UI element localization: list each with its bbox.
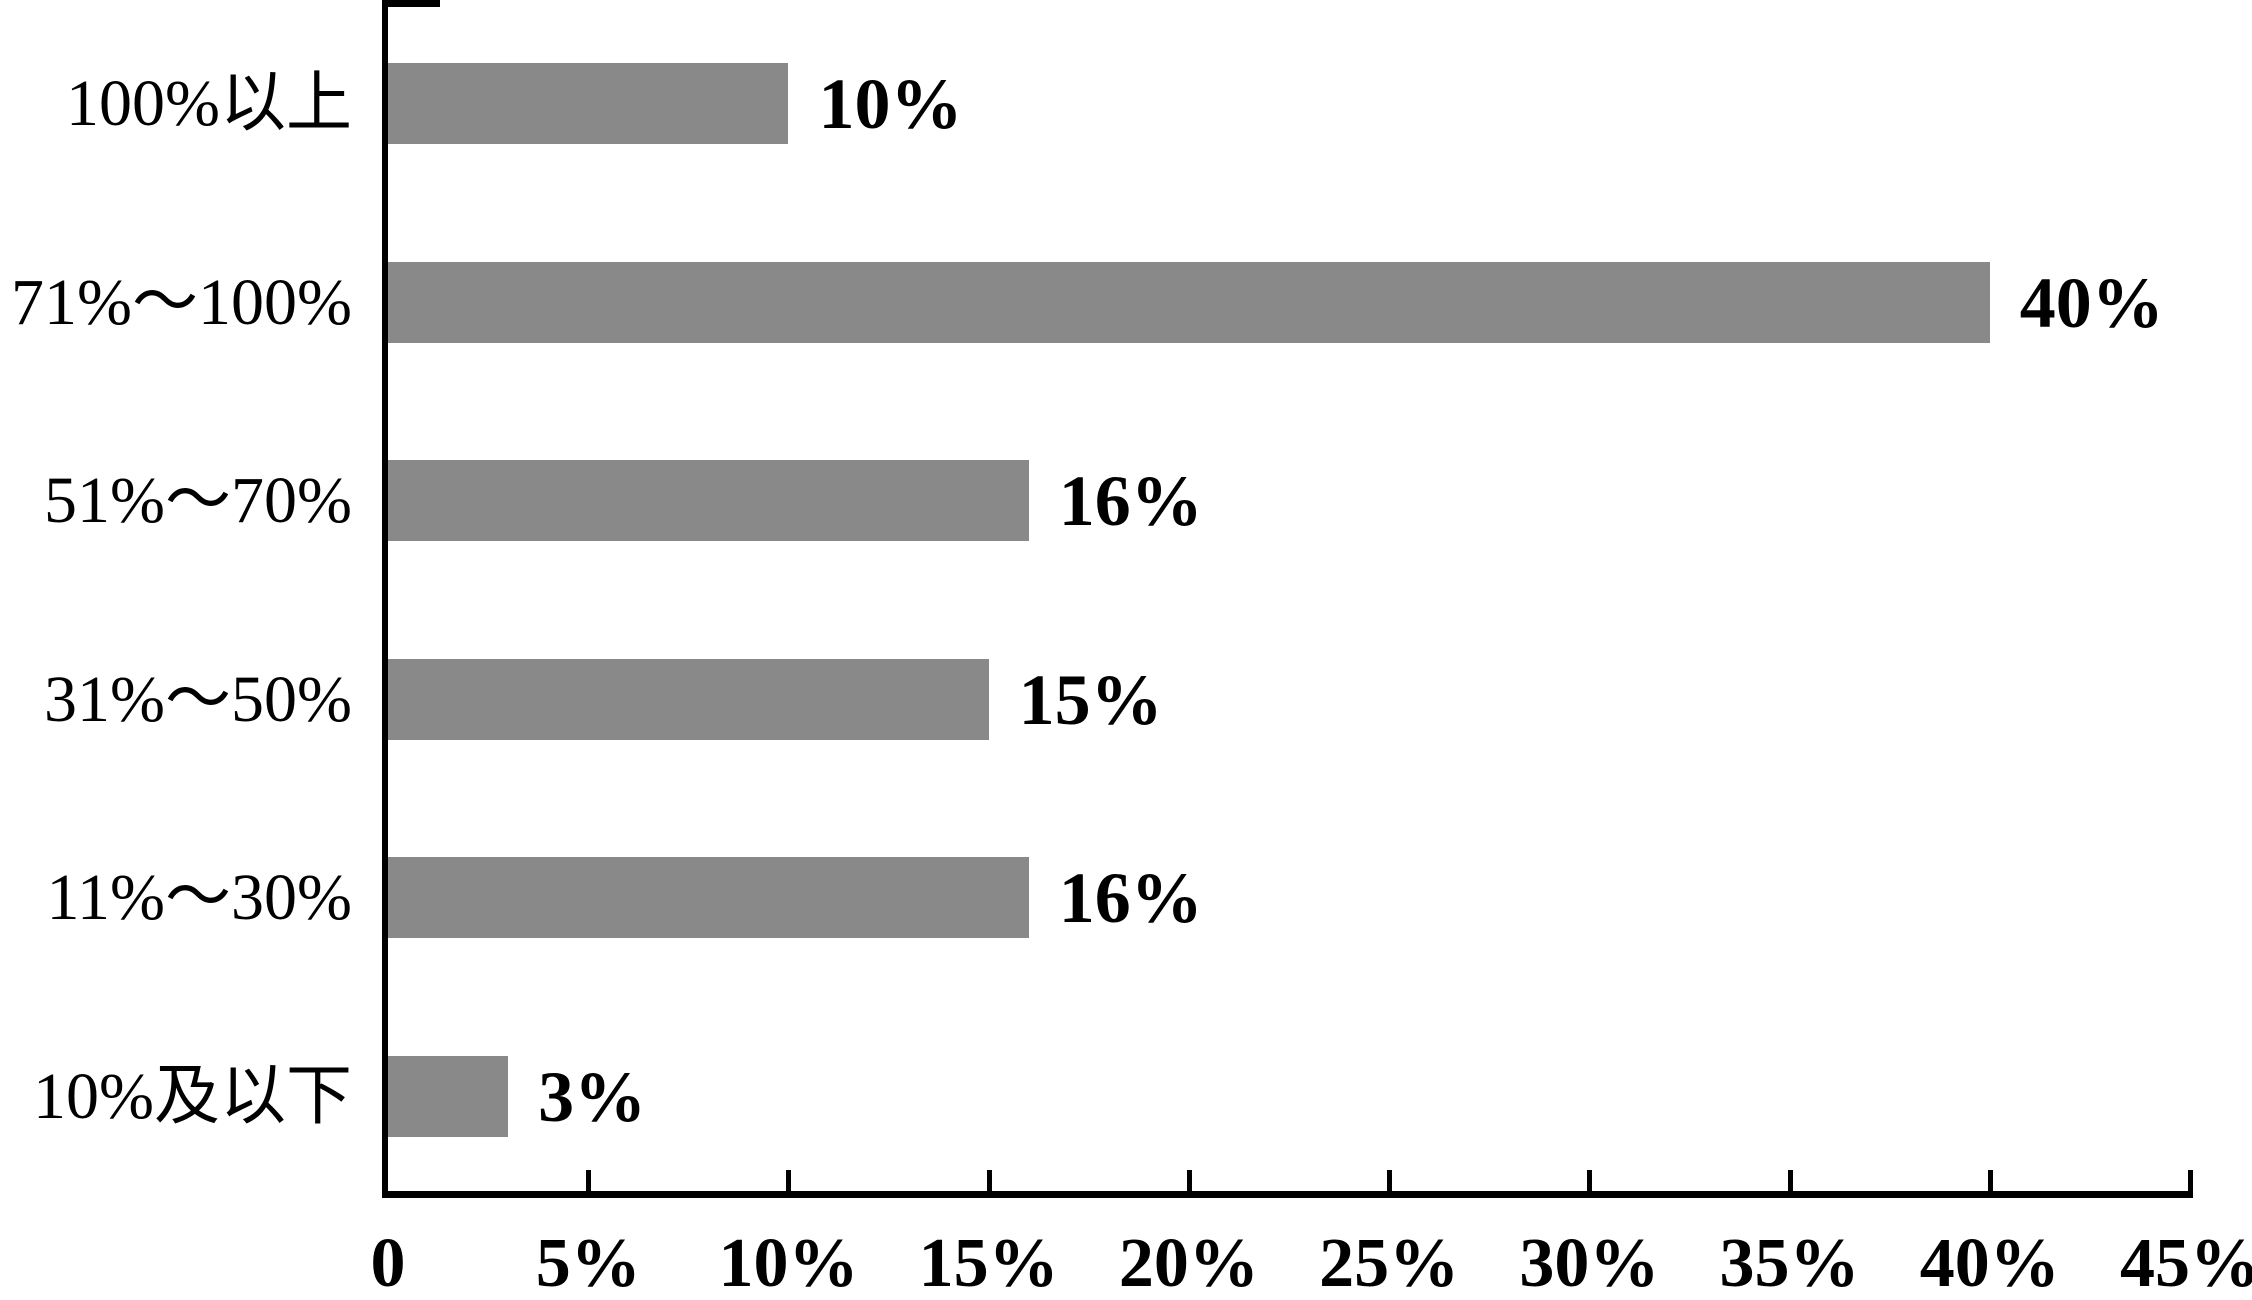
category-label: 71%～100% xyxy=(11,265,352,339)
category-label: 31%～50% xyxy=(44,662,352,736)
x-axis-tick-label: 30% xyxy=(1519,1225,1660,1300)
x-axis-tick xyxy=(586,1170,592,1191)
category-label: 11%～30% xyxy=(46,860,352,934)
x-axis-tick-label: 5% xyxy=(535,1225,641,1300)
x-axis-tick xyxy=(1587,1170,1593,1191)
bar xyxy=(388,460,1029,541)
x-axis-tick-label: 45% xyxy=(2120,1225,2252,1300)
x-axis-tick xyxy=(1387,1170,1393,1191)
x-axis-tick-label: 25% xyxy=(1319,1225,1460,1300)
bar xyxy=(388,63,789,144)
x-axis-tick-label: 10% xyxy=(718,1225,859,1300)
bar xyxy=(388,262,1990,343)
category-label: 10%及以下 xyxy=(33,1059,352,1133)
bar xyxy=(388,659,989,740)
value-label: 16% xyxy=(1058,857,1203,938)
category-label: 100%以上 xyxy=(66,66,352,140)
bar xyxy=(388,857,1029,938)
x-axis-tick-label: 20% xyxy=(1118,1225,1259,1300)
value-label: 16% xyxy=(1058,460,1203,541)
x-axis-tick xyxy=(1987,1170,1993,1191)
x-axis-tick xyxy=(786,1170,792,1191)
bar xyxy=(388,1056,509,1137)
category-label: 51%～70% xyxy=(44,463,352,537)
value-label: 15% xyxy=(1018,659,1163,740)
y-axis-line xyxy=(382,0,388,1198)
value-label: 40% xyxy=(2019,262,2164,343)
x-axis-tick xyxy=(1186,1170,1192,1191)
x-axis-tick xyxy=(2188,1170,2193,1191)
x-axis-line xyxy=(382,1191,2193,1198)
x-axis-tick xyxy=(1787,1170,1793,1191)
x-axis-tick-label: 35% xyxy=(1719,1225,1860,1300)
x-axis-tick-label: 0 xyxy=(370,1225,406,1300)
x-axis-tick-label: 40% xyxy=(1919,1225,2060,1300)
value-label: 3% xyxy=(538,1056,647,1137)
x-axis-tick-label: 15% xyxy=(918,1225,1059,1300)
x-axis-tick xyxy=(986,1170,992,1191)
y-axis-top-tick xyxy=(388,0,440,7)
value-label: 10% xyxy=(818,63,963,144)
